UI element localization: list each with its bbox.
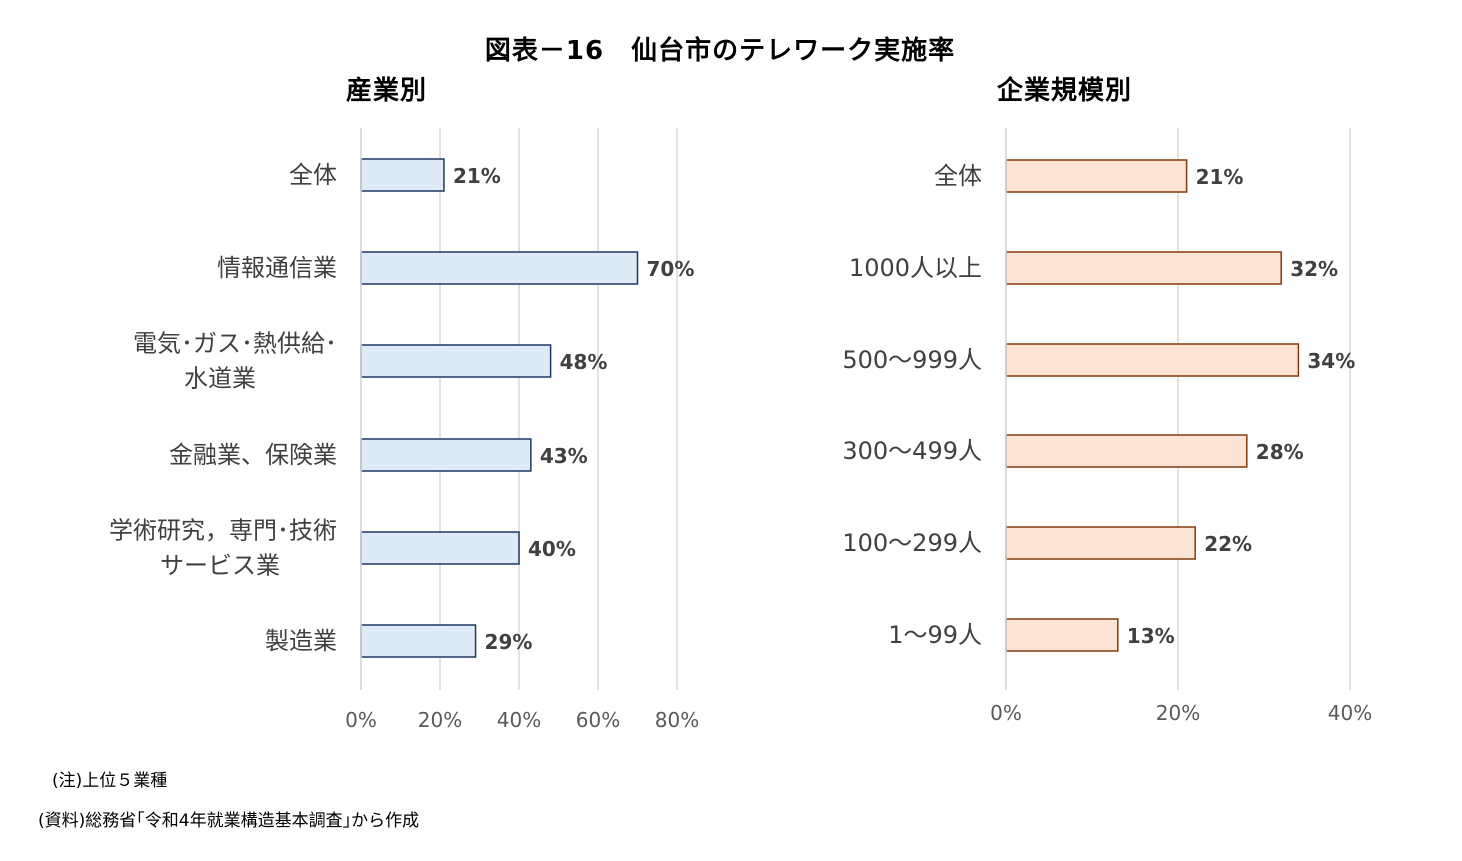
- company-size-bar-chart: 0% 20% 40% 21% 全体 32% 1000人以上 34% 500～999人 28% 300…: [842, 128, 1372, 725]
- company-size-category-label: 300～499人: [842, 437, 982, 465]
- company-size-bar: [1005, 434, 1248, 468]
- company-size-category-label: 100～299人: [842, 529, 982, 557]
- company-size-category-label: 1000人以上: [849, 254, 982, 282]
- industry-category-label: サービス業: [160, 552, 280, 580]
- industry-bar: [360, 251, 639, 285]
- industry-x-tick-label: 60%: [576, 708, 620, 732]
- company-size-x-tick-label: 0%: [990, 701, 1022, 725]
- company-size-category-label: 全体: [934, 162, 982, 190]
- company-size-bar: [1005, 343, 1300, 377]
- industry-bar: [360, 158, 445, 192]
- company-size-x-tick-label: 20%: [1156, 701, 1200, 725]
- company-size-category-label: 500～999人: [842, 346, 982, 374]
- industry-category-label: 金融業、保険業: [169, 441, 337, 469]
- company-size-bar: [1005, 159, 1188, 193]
- industry-bar: [360, 344, 552, 378]
- company-size-data-label: 34%: [1307, 349, 1355, 373]
- industry-data-label: 48%: [560, 350, 608, 374]
- industry-bar-chart: 0% 20% 40% 60% 80% 21% 全体 70% 情報通信業 48% 電気･ガス･熱供給･…: [109, 128, 699, 732]
- industry-data-label: 29%: [485, 630, 533, 654]
- industry-data-label: 21%: [453, 164, 501, 188]
- industry-data-label: 43%: [540, 444, 588, 468]
- company-size-x-tick-label: 40%: [1328, 701, 1372, 725]
- industry-category-label: 水道業: [184, 365, 256, 393]
- company-size-chart-title: 企業規模別: [997, 76, 1133, 106]
- company-size-data-label: 32%: [1290, 257, 1338, 281]
- industry-bar: [360, 531, 520, 565]
- company-size-category-label: 1～99人: [888, 621, 982, 649]
- industry-category-label: 全体: [289, 161, 337, 189]
- footnote-source: (資料)総務省｢令和4年就業構造基本調査｣から作成: [38, 811, 420, 831]
- company-size-data-label: 21%: [1196, 165, 1244, 189]
- industry-category-label: 情報通信業: [217, 254, 337, 282]
- industry-x-tick-label: 40%: [497, 708, 541, 732]
- industry-category-label: 製造業: [265, 627, 337, 655]
- industry-data-label: 70%: [647, 257, 695, 281]
- industry-x-tick-label: 20%: [418, 708, 462, 732]
- company-size-data-label: 22%: [1204, 532, 1252, 556]
- industry-category-label: 電気･ガス･熱供給･: [133, 330, 337, 358]
- industry-bar: [360, 438, 532, 472]
- industry-chart-title: 産業別: [346, 76, 428, 106]
- company-size-bar: [1005, 526, 1196, 560]
- company-size-data-label: 13%: [1127, 624, 1175, 648]
- industry-category-label: 学術研究，専門･技術: [109, 517, 337, 545]
- company-size-data-label: 28%: [1256, 440, 1304, 464]
- industry-x-tick-label: 0%: [345, 708, 377, 732]
- company-size-bar: [1005, 251, 1282, 285]
- main-title: 図表－16 仙台市のテレワーク実施率: [484, 36, 956, 66]
- industry-data-label: 40%: [528, 537, 576, 561]
- company-size-bar: [1005, 618, 1119, 652]
- footnote-note: (注)上位５業種: [52, 771, 168, 791]
- industry-x-tick-label: 80%: [655, 708, 699, 732]
